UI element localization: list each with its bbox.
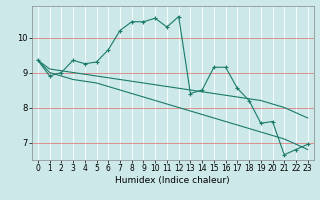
- X-axis label: Humidex (Indice chaleur): Humidex (Indice chaleur): [116, 176, 230, 185]
